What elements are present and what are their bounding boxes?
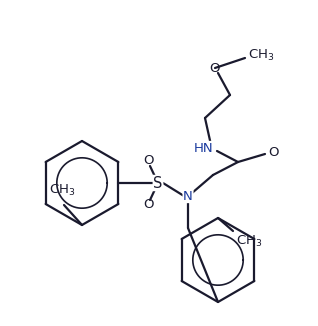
Text: CH$_3$: CH$_3$ (248, 48, 274, 63)
Text: S: S (153, 175, 163, 190)
Text: N: N (183, 189, 193, 202)
Text: O: O (268, 145, 279, 158)
Text: O: O (143, 199, 153, 212)
Text: O: O (143, 155, 153, 168)
Text: CH$_3$: CH$_3$ (49, 183, 75, 198)
Text: HN: HN (193, 141, 213, 155)
Text: CH$_3$: CH$_3$ (236, 234, 262, 249)
Text: O: O (210, 62, 220, 75)
